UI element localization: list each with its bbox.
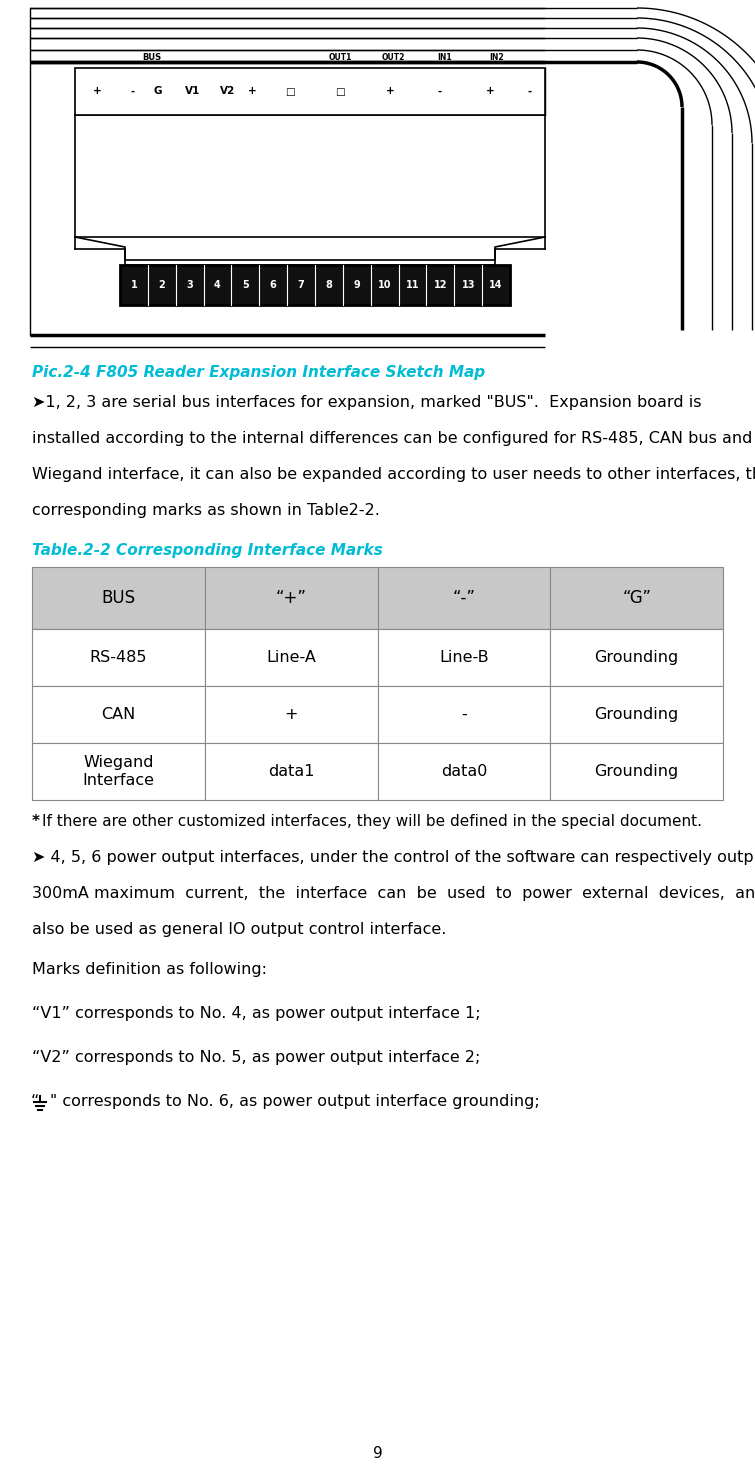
Text: -: - (461, 707, 467, 721)
Text: “V1” corresponds to No. 4, as power output interface 1;: “V1” corresponds to No. 4, as power outp… (32, 1006, 481, 1020)
Text: Pic.2-4 F805 Reader Expansion Interface Sketch Map: Pic.2-4 F805 Reader Expansion Interface … (32, 365, 485, 380)
Bar (32, 686, 205, 743)
Bar (205, 629, 378, 686)
Bar (75, 67, 545, 114)
Text: ➤1, 2, 3 are serial bus interfaces for expansion, marked "BUS".  Expansion board: ➤1, 2, 3 are serial bus interfaces for e… (32, 394, 701, 410)
Text: corresponding marks as shown in Table2-2.: corresponding marks as shown in Table2-2… (32, 503, 380, 517)
Bar (32, 743, 205, 800)
Text: IN2: IN2 (490, 53, 504, 63)
Bar (205, 567, 378, 629)
Text: CAN: CAN (101, 707, 135, 721)
Text: data0: data0 (441, 764, 487, 778)
Text: IN1: IN1 (438, 53, 452, 63)
Text: +: + (386, 86, 394, 97)
Text: OUT1: OUT1 (328, 53, 352, 63)
Text: -: - (528, 86, 532, 97)
Text: If there are other customized interfaces, they will be defined in the special do: If there are other customized interfaces… (42, 814, 702, 828)
Bar (205, 743, 378, 800)
Text: Grounding: Grounding (594, 707, 679, 721)
Text: +: + (93, 86, 102, 97)
Text: G: G (153, 86, 162, 97)
Text: 2: 2 (159, 280, 165, 290)
Text: RS-485: RS-485 (90, 649, 147, 666)
Text: V1: V1 (185, 86, 200, 97)
Bar (550, 567, 723, 629)
Text: V2: V2 (220, 86, 235, 97)
Bar (120, 265, 510, 305)
Text: 12: 12 (433, 280, 447, 290)
Text: Table.2-2 Corresponding Interface Marks: Table.2-2 Corresponding Interface Marks (32, 542, 383, 559)
Text: 1: 1 (131, 280, 137, 290)
Text: data1: data1 (268, 764, 314, 778)
Bar (378, 686, 550, 743)
Text: Wiegand
Interface: Wiegand Interface (82, 755, 154, 787)
Text: 7: 7 (297, 280, 304, 290)
Text: “-”: “-” (452, 589, 476, 607)
Text: □: □ (285, 86, 295, 97)
Text: 9: 9 (353, 280, 360, 290)
Text: *: * (32, 814, 40, 828)
Text: also be used as general IO output control interface.: also be used as general IO output contro… (32, 922, 446, 937)
Text: 6: 6 (270, 280, 276, 290)
Text: -: - (438, 86, 442, 97)
Text: 300mA maximum  current,  the  interface  can  be  used  to  power  external  dev: 300mA maximum current, the interface can… (32, 885, 755, 902)
Text: Marks definition as following:: Marks definition as following: (32, 962, 267, 976)
Text: +: + (485, 86, 495, 97)
Text: OUT2: OUT2 (381, 53, 405, 63)
Text: 13: 13 (461, 280, 475, 290)
Text: ➤ 4, 5, 6 power output interfaces, under the control of the software can respect: ➤ 4, 5, 6 power output interfaces, under… (32, 850, 755, 865)
Bar (205, 686, 378, 743)
Text: " corresponds to No. 6, as power output interface grounding;: " corresponds to No. 6, as power output … (50, 1094, 540, 1108)
Text: 10: 10 (378, 280, 391, 290)
Text: +: + (248, 86, 257, 97)
Text: installed according to the internal differences can be configured for RS-485, CA: installed according to the internal diff… (32, 431, 753, 446)
Text: -: - (131, 86, 134, 97)
Text: Line-B: Line-B (439, 649, 488, 666)
Text: 9: 9 (373, 1445, 382, 1462)
Bar (32, 567, 205, 629)
Text: BUS: BUS (101, 589, 135, 607)
Bar (550, 743, 723, 800)
Bar (378, 629, 550, 686)
Text: Wiegand interface, it can also be expanded according to user needs to other inte: Wiegand interface, it can also be expand… (32, 468, 755, 482)
Bar (75, 114, 545, 237)
Text: Line-A: Line-A (267, 649, 316, 666)
Bar (550, 686, 723, 743)
Bar (378, 567, 550, 629)
Text: 3: 3 (186, 280, 193, 290)
Text: Grounding: Grounding (594, 764, 679, 778)
Text: “G”: “G” (622, 589, 651, 607)
Bar (32, 629, 205, 686)
Text: BUS: BUS (143, 53, 162, 63)
Text: +: + (285, 707, 298, 721)
Bar (378, 743, 550, 800)
Text: “V2” corresponds to No. 5, as power output interface 2;: “V2” corresponds to No. 5, as power outp… (32, 1050, 480, 1064)
Text: 14: 14 (489, 280, 503, 290)
Text: 8: 8 (325, 280, 332, 290)
Text: 4: 4 (214, 280, 221, 290)
Text: 5: 5 (242, 280, 248, 290)
Text: □: □ (335, 86, 345, 97)
Bar (550, 629, 723, 686)
Text: “: “ (31, 1094, 39, 1108)
Text: Grounding: Grounding (594, 649, 679, 666)
Text: “+”: “+” (276, 589, 307, 607)
Text: 11: 11 (405, 280, 419, 290)
